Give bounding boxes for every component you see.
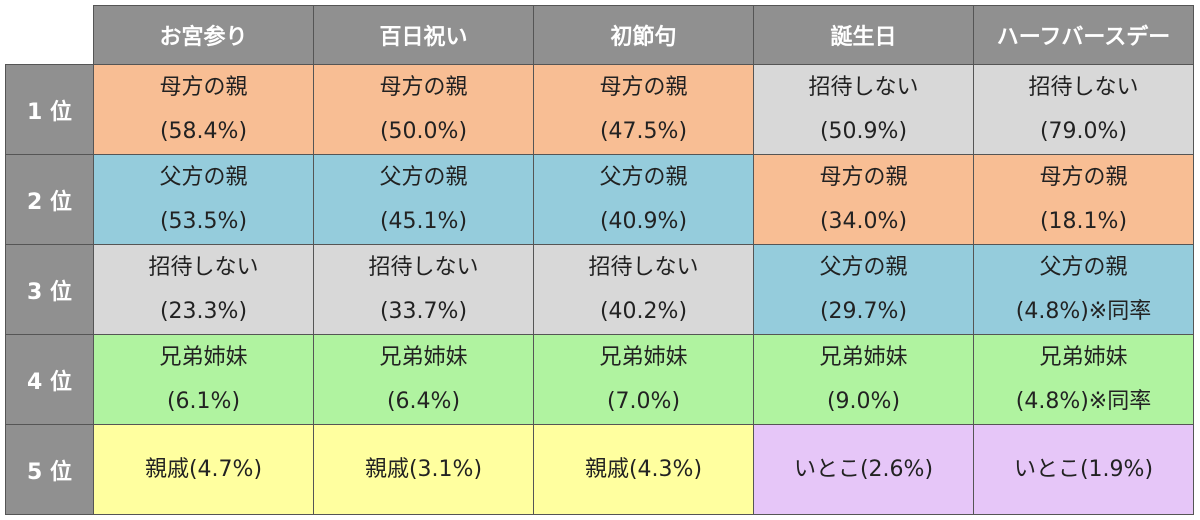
cell-name: 母方の親 (1039, 164, 1128, 190)
rank-cell: 兄弟姉妹 (6.4%) (313, 334, 534, 425)
column-header: 百日祝い (313, 5, 534, 65)
rank-row: 5 位 親戚(4.7%) 親戚(3.1%) 親戚(4.3%) いとこ(2.6%) いとこ(… (5, 424, 1194, 515)
cell-name: 兄弟姉妹 (379, 344, 468, 370)
cell-name: 親戚(4.3%) (584, 456, 703, 482)
cell-name: 兄弟姉妹 (819, 344, 908, 370)
cell-percent: (58.4%) (159, 118, 248, 144)
rank-cell: いとこ(1.9%) (973, 424, 1194, 515)
cell-percent: (45.1%) (379, 208, 468, 234)
cell-name: 母方の親 (379, 74, 468, 100)
cell-name: 母方の親 (819, 164, 908, 190)
cell-name: 親戚(3.1%) (364, 456, 483, 482)
cell-percent: (40.2%) (599, 298, 688, 324)
rank-cell: 父方の親 (29.7%) (753, 244, 974, 335)
rank-row: 4 位 兄弟姉妹 (6.1%) 兄弟姉妹 (6.4%) 兄弟姉妹 (7.0%) 兄弟姉妹 (9.… (5, 334, 1194, 425)
rank-cell: 父方の親 (4.8%)※同率 (973, 244, 1194, 335)
cell-name: 母方の親 (599, 74, 688, 100)
rank-cell: 兄弟姉妹 (9.0%) (753, 334, 974, 425)
column-header: 誕生日 (753, 5, 974, 65)
rank-cell: 招待しない (40.2%) (533, 244, 754, 335)
rank-row: 1 位 母方の親 (58.4%) 母方の親 (50.0%) 母方の親 (47.5%) 招待しな… (5, 64, 1194, 155)
cell-name: いとこ(1.9%) (1013, 456, 1154, 482)
ranking-table: お宮参り 百日祝い 初節句 誕生日 ハーフバースデー 1 位母方の親 (58.4%… (5, 5, 1194, 515)
rank-cell: 招待しない (23.3%) (93, 244, 314, 335)
cell-percent: (50.9%) (819, 118, 908, 144)
cell-name: 親戚(4.7%) (144, 456, 263, 482)
rank-cell: 母方の親 (34.0%) (753, 154, 974, 245)
cell-percent: (6.4%) (386, 388, 461, 414)
cell-percent: (23.3%) (159, 298, 248, 324)
cell-name: 兄弟姉妹 (599, 344, 688, 370)
rank-cell: 親戚(3.1%) (313, 424, 534, 515)
cell-name: 兄弟姉妹 (1039, 344, 1128, 370)
cell-percent: (6.1%) (166, 388, 241, 414)
cell-percent: (33.7%) (379, 298, 468, 324)
rank-cell: 兄弟姉妹 (7.0%) (533, 334, 754, 425)
rank-cell: 招待しない (50.9%) (753, 64, 974, 155)
rank-cell: 招待しない (79.0%) (973, 64, 1194, 155)
cell-name: 招待しない (808, 74, 919, 100)
rank-row: 2 位 父方の親 (53.5%) 父方の親 (45.1%) 父方の親 (40.9%) 母方の親… (5, 154, 1194, 245)
cell-name: 父方の親 (159, 164, 248, 190)
cell-name: 招待しない (368, 254, 479, 280)
cell-percent: (79.0%) (1039, 118, 1128, 144)
cell-percent: (50.0%) (379, 118, 468, 144)
cell-name: 招待しない (148, 254, 259, 280)
cell-percent: (47.5%) (599, 118, 688, 144)
rank-cell: 母方の親 (18.1%) (973, 154, 1194, 245)
cell-name: 兄弟姉妹 (159, 344, 248, 370)
rank-label: 3 位 (5, 244, 94, 335)
cell-name: いとこ(2.6%) (793, 456, 934, 482)
cell-percent: (53.5%) (159, 208, 248, 234)
cell-percent: (4.8%)※同率 (1015, 388, 1152, 414)
rank-label: 4 位 (5, 334, 94, 425)
cell-name: 父方の親 (819, 254, 908, 280)
cell-name: 父方の親 (599, 164, 688, 190)
rank-label: 2 位 (5, 154, 94, 245)
cell-name: 招待しない (1028, 74, 1139, 100)
corner-cell (5, 5, 94, 65)
cell-name: 父方の親 (379, 164, 468, 190)
header-row: お宮参り 百日祝い 初節句 誕生日 ハーフバースデー (5, 5, 1194, 65)
cell-percent: (18.1%) (1039, 208, 1128, 234)
rank-cell: 親戚(4.3%) (533, 424, 754, 515)
rank-cell: いとこ(2.6%) (753, 424, 974, 515)
cell-percent: (7.0%) (606, 388, 681, 414)
cell-percent: (40.9%) (599, 208, 688, 234)
cell-name: 母方の親 (159, 74, 248, 100)
cell-percent: (29.7%) (819, 298, 908, 324)
cell-name: 父方の親 (1039, 254, 1128, 280)
column-header: ハーフバースデー (973, 5, 1194, 65)
column-header: 初節句 (533, 5, 754, 65)
column-header: お宮参り (93, 5, 314, 65)
rank-cell: 母方の親 (58.4%) (93, 64, 314, 155)
rank-label: 5 位 (5, 424, 94, 515)
rank-cell: 父方の親 (40.9%) (533, 154, 754, 245)
rank-cell: 招待しない (33.7%) (313, 244, 534, 335)
cell-percent: (9.0%) (826, 388, 901, 414)
rank-cell: 父方の親 (45.1%) (313, 154, 534, 245)
rank-cell: 父方の親 (53.5%) (93, 154, 314, 245)
cell-percent: (34.0%) (819, 208, 908, 234)
cell-percent: (4.8%)※同率 (1015, 298, 1152, 324)
rank-row: 3 位 招待しない (23.3%) 招待しない (33.7%) 招待しない (40.2%) 父… (5, 244, 1194, 335)
rank-cell: 母方の親 (50.0%) (313, 64, 534, 155)
cell-name: 招待しない (588, 254, 699, 280)
rank-cell: 親戚(4.7%) (93, 424, 314, 515)
rank-cell: 兄弟姉妹 (4.8%)※同率 (973, 334, 1194, 425)
rank-label: 1 位 (5, 64, 94, 155)
rank-cell: 兄弟姉妹 (6.1%) (93, 334, 314, 425)
rank-cell: 母方の親 (47.5%) (533, 64, 754, 155)
